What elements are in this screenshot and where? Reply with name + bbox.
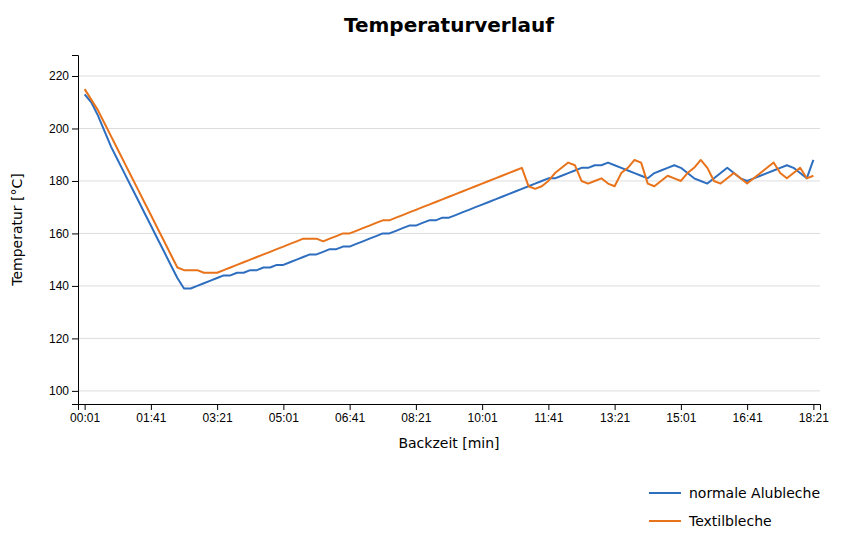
x-tick-label: 03:21 (203, 411, 233, 425)
series-line (85, 89, 814, 273)
x-tick-mark (283, 404, 284, 410)
y-tick-label: 180 (49, 174, 69, 188)
x-tick-mark (548, 404, 549, 410)
y-tick-mark (72, 76, 78, 77)
x-tick-label: 15:01 (666, 411, 696, 425)
y-tick: 140 (49, 279, 78, 293)
lines (85, 89, 814, 288)
legend-swatch (649, 492, 681, 494)
y-tick-mark (72, 391, 78, 392)
grid-line (78, 233, 820, 234)
y-tick: 180 (49, 174, 78, 188)
title: Temperaturverlauf (344, 13, 554, 37)
x-tick-label: 10:01 (468, 411, 498, 425)
x-tick-label: 05:01 (269, 411, 299, 425)
chart-svg: 100 120 140 160 180 200 220 00:01 01:41 03:21 05:0… (0, 0, 850, 539)
y-axis-title: Temperatur [°C] (9, 173, 25, 287)
x-tick: 01:41 (136, 404, 166, 425)
x-tick: 18:21 (799, 404, 829, 425)
x-tick-label: 00:01 (70, 411, 100, 425)
x-tick-label: 18:21 (799, 411, 829, 425)
y-tick-label: 140 (49, 279, 69, 293)
grid-line (78, 128, 820, 129)
y-tick-mark (72, 181, 78, 182)
x-axis-title: Backzeit [min] (398, 435, 499, 451)
y-axis-line (72, 56, 79, 405)
x-tick-label: 16:41 (733, 411, 763, 425)
y-tick-label: 200 (49, 122, 69, 136)
y-tick: 160 (49, 227, 78, 241)
x-axis-line (79, 405, 821, 411)
x-axis: 00:01 01:41 03:21 05:01 06:41 08:21 10:01 11:41… (70, 404, 829, 425)
x-tick-mark (350, 404, 351, 410)
x-tick: 10:01 (468, 404, 498, 425)
x-tick: 16:41 (733, 404, 763, 425)
x-tick: 05:01 (269, 404, 299, 425)
x-tick: 11:41 (534, 404, 563, 425)
plot-area: 100 120 140 160 180 200 220 00:01 01:41 03:21 05:0… (49, 56, 829, 425)
x-tick-label: 06:41 (335, 411, 365, 425)
y-tick-label: 100 (49, 384, 69, 398)
y-tick-mark (72, 233, 78, 234)
x-tick: 00:01 (70, 404, 100, 425)
x-tick-mark (416, 404, 417, 410)
grid (78, 76, 820, 391)
y-tick-mark (72, 286, 78, 287)
x-tick-mark (482, 404, 483, 410)
y-tick-mark (72, 338, 78, 339)
legend-label: normale Alubleche (689, 485, 820, 501)
y-tick: 100 (49, 384, 78, 398)
x-tick-mark (217, 404, 218, 410)
x-tick-label: 11:41 (534, 411, 563, 425)
x-tick-label: 13:21 (600, 411, 630, 425)
x-tick-label: 01:41 (136, 411, 166, 425)
y-tick: 220 (49, 69, 78, 83)
y-tick-label: 160 (49, 227, 69, 241)
x-tick-mark (813, 404, 814, 410)
x-tick-mark (747, 404, 748, 410)
x-tick: 06:41 (335, 404, 365, 425)
x-tick: 03:21 (203, 404, 233, 425)
grid-line (78, 75, 820, 76)
y-tick-label: 120 (49, 332, 69, 346)
series-line (85, 94, 814, 288)
x-tick: 15:01 (666, 404, 696, 425)
grid-line (78, 285, 820, 286)
x-tick-label: 08:21 (401, 411, 431, 425)
legend-item: normale Alubleche (649, 485, 820, 501)
x-tick-mark (615, 404, 616, 410)
x-tick-mark (85, 404, 86, 410)
x-tick-mark (151, 404, 152, 410)
grid-line (78, 390, 820, 391)
y-tick-label: 220 (49, 69, 69, 83)
y-tick: 120 (49, 332, 78, 346)
x-tick: 08:21 (401, 404, 431, 425)
legend-swatch (649, 520, 681, 522)
y-tick: 200 (49, 122, 78, 136)
x-tick: 13:21 (600, 404, 630, 425)
y-axis: 100 120 140 160 180 200 220 (49, 56, 79, 405)
legend: normale Alubleche Textilbleche (649, 485, 820, 529)
y-tick-mark (72, 128, 78, 129)
legend-item: Textilbleche (649, 513, 772, 529)
legend-label: Textilbleche (688, 513, 772, 529)
x-tick-mark (681, 404, 682, 410)
grid-line (78, 338, 820, 339)
